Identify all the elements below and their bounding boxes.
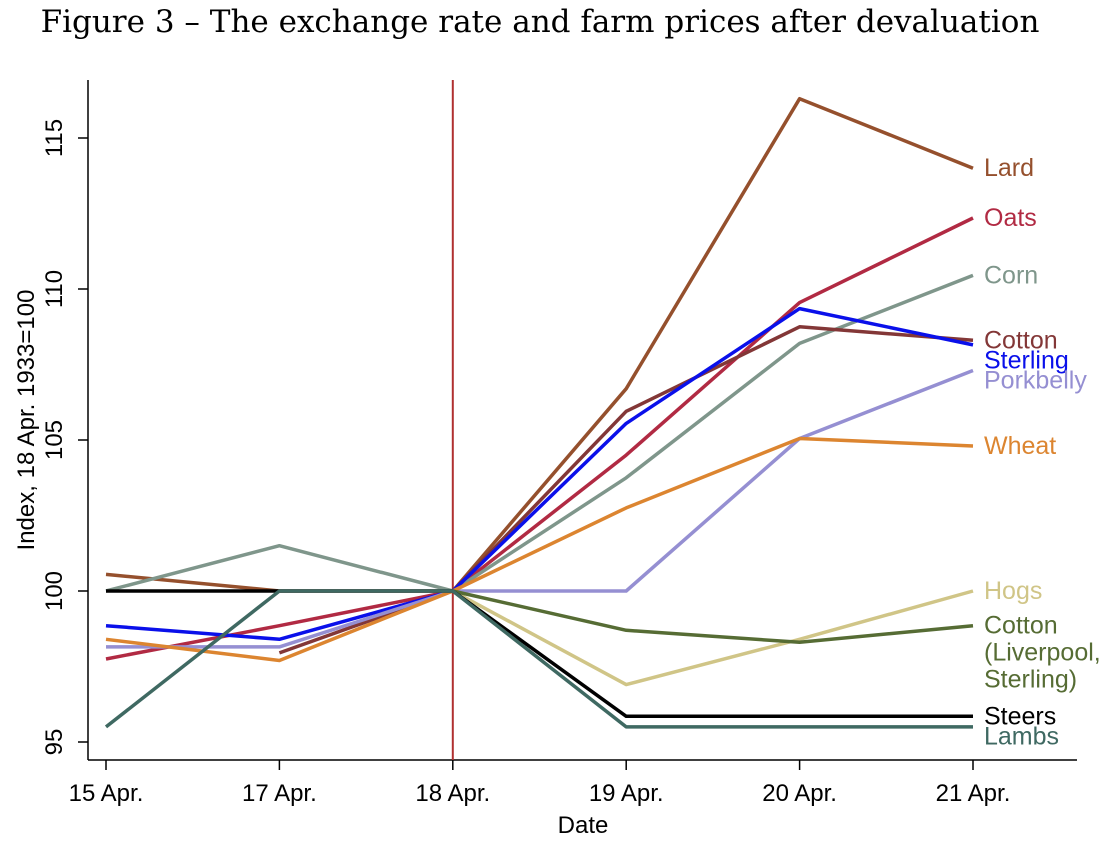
series-line-oats <box>105 216 974 661</box>
series-label-hogs: Hogs <box>984 577 1042 605</box>
x-tick-label: 20 Apr. <box>762 780 837 807</box>
y-tick-label: 105 <box>41 420 68 460</box>
series-label-corn: Corn <box>984 261 1038 289</box>
series-line-wheat <box>105 436 974 663</box>
series-line-sterling <box>105 306 974 642</box>
x-tick-label: 19 Apr. <box>589 780 664 807</box>
series-line-corn <box>105 273 974 593</box>
series-line-lambs <box>104 589 973 729</box>
y-tick-label: 110 <box>41 270 68 308</box>
series-label-wheat: Wheat <box>984 432 1056 460</box>
series-label-cotton-liverpool-sterling: Cotton (Liverpool, Sterling) <box>984 612 1101 694</box>
series-line-cotton-liverpool-sterling <box>452 589 974 645</box>
series-line-porkbelly <box>106 368 974 649</box>
series-line-hogs <box>451 589 974 687</box>
series-label-lard: Lard <box>984 154 1034 182</box>
series-line-cotton <box>278 325 974 655</box>
x-tick-label: 21 Apr. <box>936 780 1011 807</box>
chart-title: Figure 3 – The exchange rate and farm pr… <box>40 4 1040 40</box>
series-label-sterling: Sterling <box>984 346 1069 374</box>
series-label-cotton: Cotton <box>984 326 1058 354</box>
series-label-oats: Oats <box>984 204 1037 232</box>
series-label-lambs: Lambs <box>984 722 1059 750</box>
y-tick-label: 115 <box>41 119 68 157</box>
x-tick-label: 18 Apr. <box>415 780 490 807</box>
plot-area: 95 100 105 110 115 15 Apr. 17 Apr. 18 Apr. 19 Ap… <box>13 80 1101 839</box>
series-line-lard <box>105 96 974 593</box>
series-label-steers: Steers <box>984 702 1056 730</box>
x-tick-label: 15 Apr. <box>69 780 144 807</box>
y-tick-label: 100 <box>41 571 68 611</box>
x-axis-title: Date <box>558 812 609 839</box>
x-tick-label: 17 Apr. <box>242 780 317 807</box>
series-label-porkbelly: Porkbelly <box>984 366 1087 394</box>
y-axis-title: Index, 18 Apr. 1933=100 <box>13 290 40 551</box>
y-tick-label: 95 <box>41 729 68 756</box>
series-line-steers <box>106 589 973 719</box>
